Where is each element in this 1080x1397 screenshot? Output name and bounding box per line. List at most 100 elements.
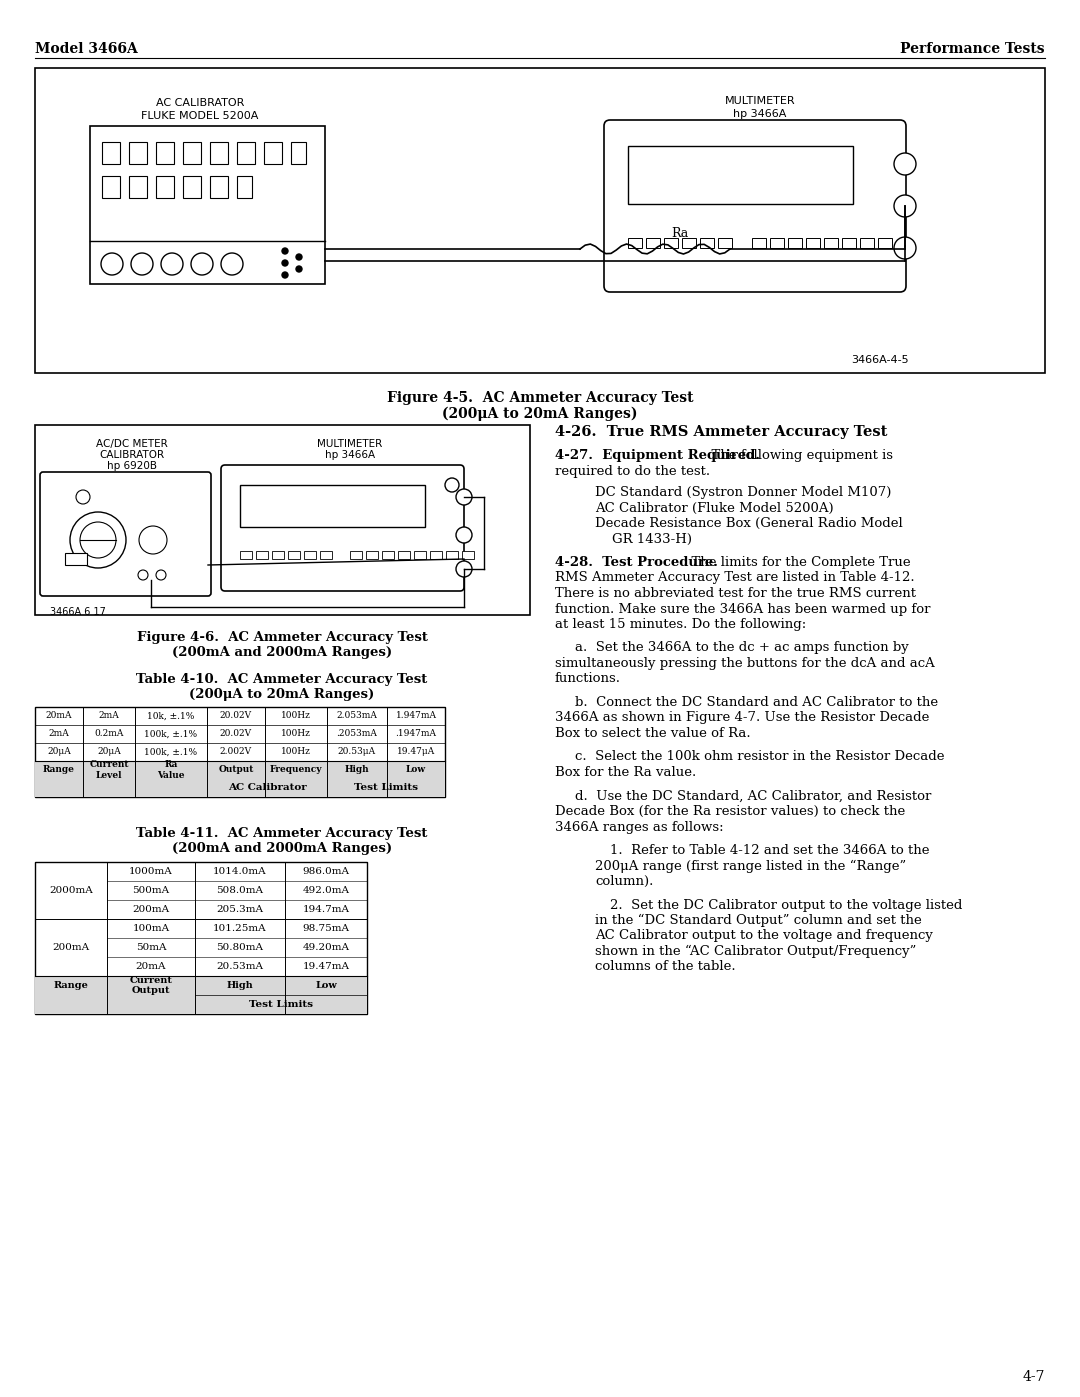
Bar <box>700 237 714 249</box>
Text: 2.002V: 2.002V <box>220 747 252 757</box>
Bar <box>288 550 300 559</box>
Circle shape <box>139 527 167 555</box>
Text: 1.  Refer to Table 4-12 and set the 3466A to the: 1. Refer to Table 4-12 and set the 3466A… <box>610 844 930 856</box>
Bar <box>399 550 410 559</box>
Text: 4-27.  Equipment Required.: 4-27. Equipment Required. <box>555 448 760 462</box>
Text: hp 6920B: hp 6920B <box>107 461 157 471</box>
Bar <box>327 761 387 798</box>
Text: 100Hz: 100Hz <box>281 747 311 757</box>
Text: 2.  Set the DC Calibrator output to the voltage listed: 2. Set the DC Calibrator output to the v… <box>610 898 962 911</box>
Bar <box>183 176 201 198</box>
Text: .1947mA: .1947mA <box>395 729 436 739</box>
Bar <box>350 550 362 559</box>
Bar <box>860 237 874 249</box>
Text: 2mA: 2mA <box>98 711 120 721</box>
Text: DC Standard (Systron Donner Model M107): DC Standard (Systron Donner Model M107) <box>595 486 891 499</box>
Text: 10k, ±.1%: 10k, ±.1% <box>147 711 194 721</box>
Text: shown in the “AC Calibrator Output/Frequency”: shown in the “AC Calibrator Output/Frequ… <box>595 944 916 958</box>
Text: 20.53μA: 20.53μA <box>338 747 376 757</box>
Bar <box>102 142 120 163</box>
Text: AC CALIBRATOR: AC CALIBRATOR <box>156 98 244 108</box>
Circle shape <box>191 253 213 275</box>
Text: Range: Range <box>54 981 89 990</box>
Text: AC Calibrator output to the voltage and frequency: AC Calibrator output to the voltage and … <box>595 929 933 943</box>
Bar <box>83 761 135 798</box>
Circle shape <box>76 490 90 504</box>
Text: RMS Ammeter Accuracy Test are listed in Table 4-12.: RMS Ammeter Accuracy Test are listed in … <box>555 571 915 584</box>
Text: hp 3466A: hp 3466A <box>325 450 375 460</box>
Text: 508.0mA: 508.0mA <box>216 886 264 895</box>
Circle shape <box>296 265 302 272</box>
Circle shape <box>221 253 243 275</box>
Circle shape <box>102 253 123 275</box>
Circle shape <box>80 522 116 557</box>
Bar <box>183 142 201 163</box>
Text: 492.0mA: 492.0mA <box>302 886 350 895</box>
Bar <box>265 761 327 798</box>
Text: columns of the table.: columns of the table. <box>595 961 735 974</box>
Circle shape <box>456 562 472 577</box>
Text: 20μA: 20μA <box>97 747 121 757</box>
Text: Decade Resistance Box (General Radio Model: Decade Resistance Box (General Radio Mod… <box>595 517 903 529</box>
Text: High: High <box>345 766 369 774</box>
Bar <box>264 142 282 163</box>
Text: in the “DC Standard Output” column and set the: in the “DC Standard Output” column and s… <box>595 914 921 928</box>
Text: 100k, ±.1%: 100k, ±.1% <box>145 729 198 739</box>
Text: 100k, ±.1%: 100k, ±.1% <box>145 747 198 757</box>
Bar <box>129 176 147 198</box>
Bar <box>718 237 732 249</box>
Bar <box>65 553 87 564</box>
Text: Model 3466A: Model 3466A <box>35 42 138 56</box>
Text: 3466A 6 17: 3466A 6 17 <box>50 608 106 617</box>
Text: 4-26.  True RMS Ammeter Accuracy Test: 4-26. True RMS Ammeter Accuracy Test <box>555 425 888 439</box>
Text: 1014.0mA: 1014.0mA <box>213 868 267 876</box>
Bar <box>256 550 268 559</box>
Text: (200mA and 2000mA Ranges): (200mA and 2000mA Ranges) <box>172 842 392 855</box>
Bar <box>646 237 660 249</box>
Bar <box>35 707 445 798</box>
Bar <box>878 237 892 249</box>
Bar <box>156 142 174 163</box>
Text: b.  Connect the DC Standard and AC Calibrator to the: b. Connect the DC Standard and AC Calibr… <box>575 696 939 710</box>
Text: 200mA: 200mA <box>53 943 90 951</box>
Circle shape <box>456 489 472 504</box>
Text: (200μA to 20mA Ranges): (200μA to 20mA Ranges) <box>442 407 638 422</box>
Bar <box>210 142 228 163</box>
Text: Decade Box (for the Ra resistor values) to check the: Decade Box (for the Ra resistor values) … <box>555 805 905 819</box>
Bar <box>237 142 255 163</box>
Bar <box>35 68 1045 373</box>
Text: 49.20mA: 49.20mA <box>302 943 350 951</box>
Text: 0.2mA: 0.2mA <box>94 729 124 739</box>
Text: Range: Range <box>43 766 75 774</box>
Text: MULTIMETER: MULTIMETER <box>725 96 795 106</box>
Text: 986.0mA: 986.0mA <box>302 868 350 876</box>
Bar <box>446 550 458 559</box>
Text: 3466A-4-5: 3466A-4-5 <box>851 355 908 365</box>
Circle shape <box>282 260 288 265</box>
FancyBboxPatch shape <box>221 465 464 591</box>
Text: 101.25mA: 101.25mA <box>213 923 267 933</box>
Bar <box>272 550 284 559</box>
Circle shape <box>70 511 126 569</box>
Text: There is no abbreviated test for the true RMS current: There is no abbreviated test for the tru… <box>555 587 916 599</box>
Text: 205.3mA: 205.3mA <box>216 905 264 914</box>
Text: 1000mA: 1000mA <box>130 868 173 876</box>
Text: 20.02V: 20.02V <box>220 729 252 739</box>
Text: Figure 4-5.  AC Ammeter Accuracy Test: Figure 4-5. AC Ammeter Accuracy Test <box>387 391 693 405</box>
Text: Ra
Value: Ra Value <box>158 760 185 780</box>
Text: 98.75mA: 98.75mA <box>302 923 350 933</box>
Bar <box>770 237 784 249</box>
Text: Box to select the value of Ra.: Box to select the value of Ra. <box>555 726 751 740</box>
Text: c.  Select the 100k ohm resistor in the Resistor Decade: c. Select the 100k ohm resistor in the R… <box>575 750 945 764</box>
Bar <box>664 237 678 249</box>
Bar <box>430 550 442 559</box>
Circle shape <box>894 196 916 217</box>
Text: FLUKE MODEL 5200A: FLUKE MODEL 5200A <box>141 110 259 122</box>
Text: column).: column). <box>595 875 653 888</box>
Text: simultaneously pressing the buttons for the dcA and acA: simultaneously pressing the buttons for … <box>555 657 935 671</box>
Circle shape <box>894 237 916 258</box>
Text: 50mA: 50mA <box>136 943 166 951</box>
Text: a.  Set the 3466A to the dc + ac amps function by: a. Set the 3466A to the dc + ac amps fun… <box>575 641 908 655</box>
Bar <box>681 237 696 249</box>
Text: GR 1433-H): GR 1433-H) <box>595 532 692 545</box>
